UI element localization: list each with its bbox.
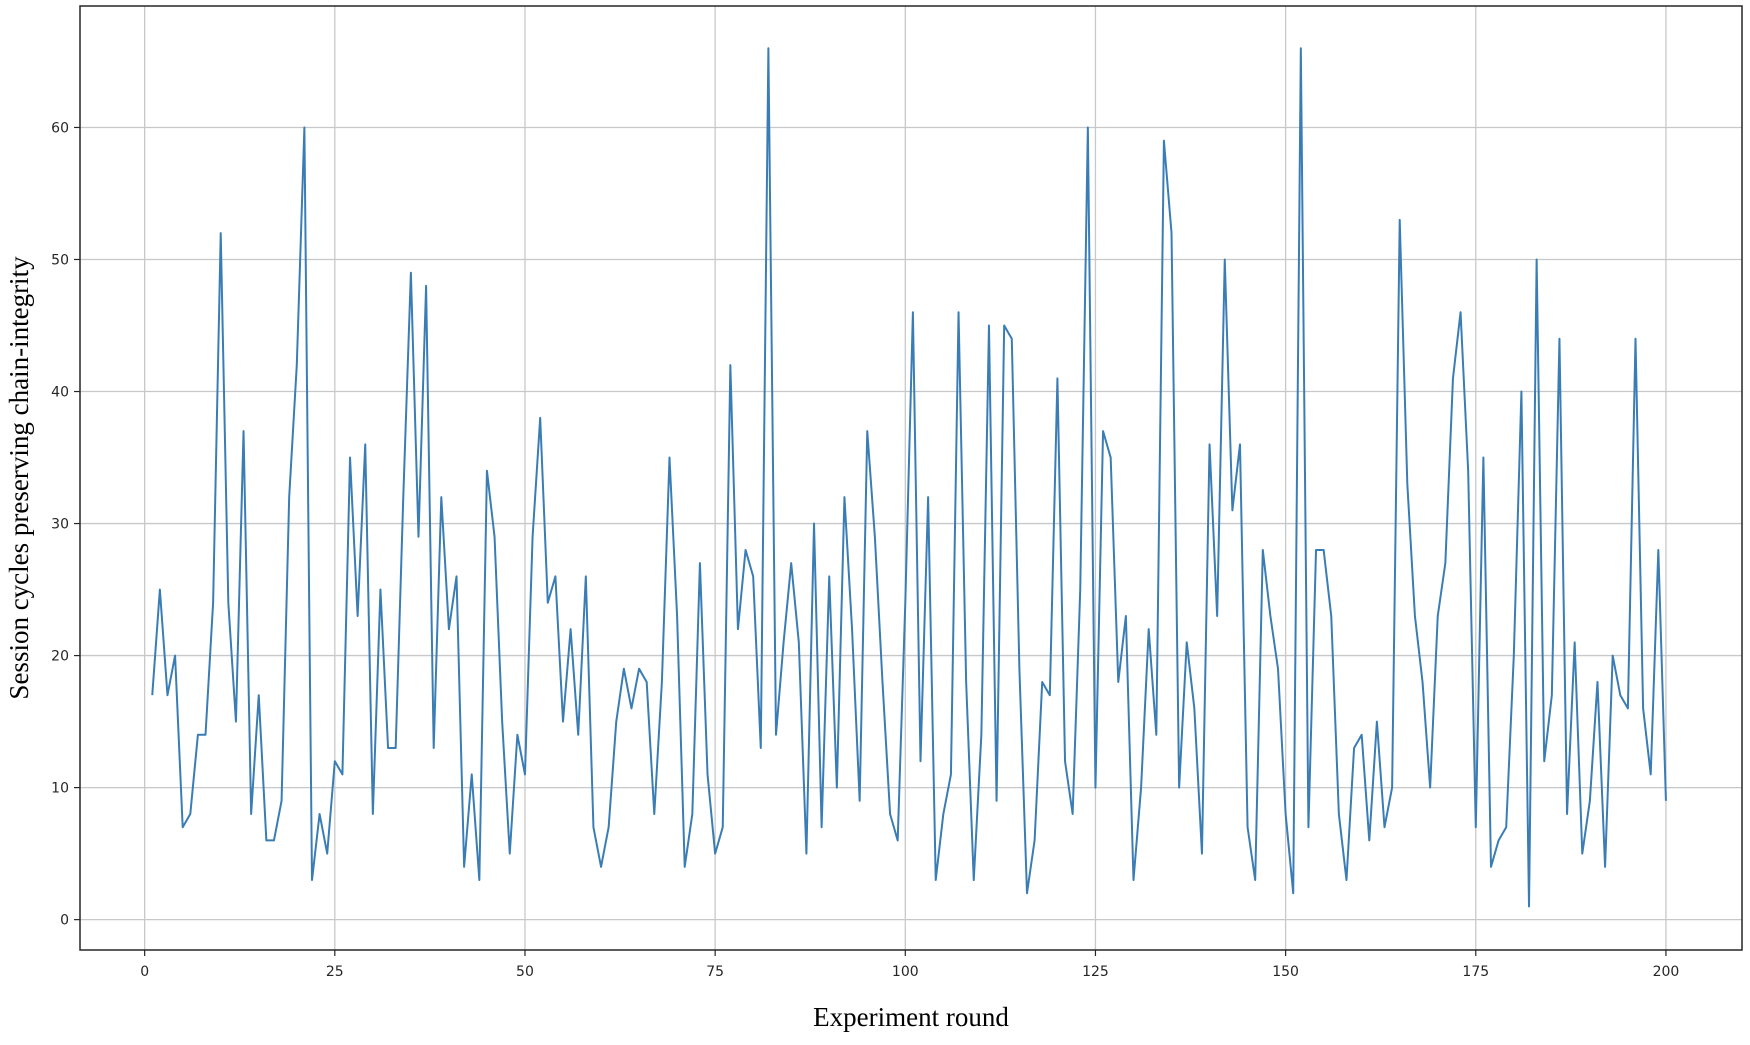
y-tick-label: 20 — [51, 649, 69, 665]
y-tick-label: 50 — [51, 252, 69, 268]
y-gridlines — [80, 126, 1742, 921]
x-tick-label: 25 — [326, 964, 344, 980]
y-tick-label: 60 — [51, 120, 69, 136]
x-tick-label: 50 — [516, 964, 534, 980]
y-tick-label: 40 — [51, 385, 69, 401]
x-tick-label: 75 — [706, 964, 724, 980]
series-line — [151, 47, 1667, 908]
y-axis-title: Session cycles preserving chain-integrit… — [4, 256, 34, 700]
plot-frame — [79, 5, 1743, 951]
y-tick-label: 10 — [51, 781, 69, 797]
x-gridlines — [144, 6, 1667, 950]
x-tick-label: 100 — [892, 964, 919, 980]
x-tick-label: 200 — [1653, 964, 1680, 980]
x-tick-label: 150 — [1272, 964, 1299, 980]
x-axis-ticks: 0 25 50 75 100 125 150 175 200 — [140, 950, 1679, 980]
y-tick-label: 30 — [51, 517, 69, 533]
y-tick-label: 0 — [60, 913, 69, 929]
x-tick-label: 125 — [1082, 964, 1109, 980]
x-tick-label: 0 — [140, 964, 149, 980]
x-axis-title: Experiment round — [813, 1002, 1009, 1032]
x-tick-label: 175 — [1462, 964, 1489, 980]
y-axis-ticks: 0 10 20 30 40 50 60 — [51, 120, 80, 929]
